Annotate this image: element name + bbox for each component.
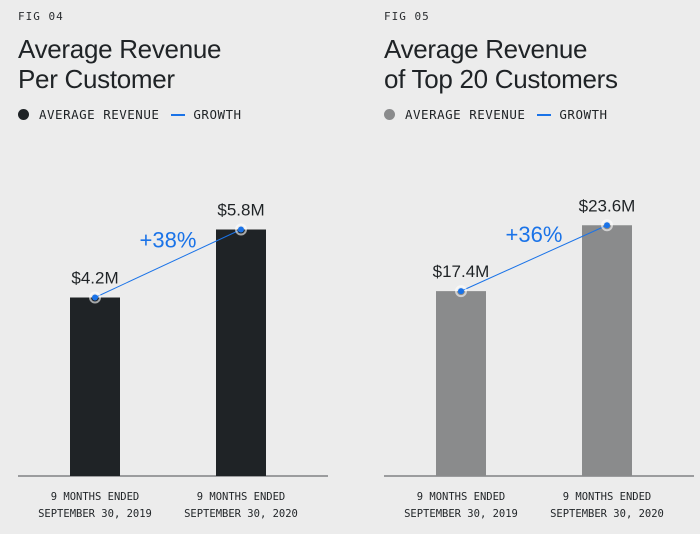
growth-line bbox=[460, 224, 608, 292]
chart-panel-fig-05: FIG 05 Average Revenue of Top 20 Custome… bbox=[366, 0, 700, 534]
legend-series-label: AVERAGE REVENUE bbox=[39, 107, 160, 122]
bar bbox=[582, 225, 632, 476]
chart-legend: AVERAGE REVENUE GROWTH bbox=[18, 107, 242, 122]
bar-value-label: $4.2M bbox=[71, 269, 118, 288]
bar-chart: $4.2M 9 MONTHS ENDED SEPTEMBER 30, 2019 $5.… bbox=[18, 201, 328, 520]
legend-growth-swatch bbox=[171, 113, 186, 116]
bar-value-label: $17.4M bbox=[433, 262, 490, 281]
legend-growth-swatch bbox=[537, 113, 552, 116]
chart-title-line-1: Average Revenue bbox=[18, 34, 222, 64]
growth-label: +38% bbox=[140, 228, 197, 253]
chart-title: Average Revenue of Top 20 Customers bbox=[384, 34, 618, 94]
chart-title-line-2: of Top 20 Customers bbox=[384, 64, 618, 94]
chart-legend: AVERAGE REVENUE GROWTH bbox=[384, 107, 608, 122]
growth-point bbox=[238, 226, 244, 233]
x-tick-label: 9 MONTHS ENDED bbox=[197, 491, 286, 503]
x-tick-label: SEPTEMBER 30, 2019 bbox=[404, 508, 518, 520]
legend-series-swatch bbox=[18, 109, 29, 120]
growth-point-halo bbox=[455, 285, 467, 298]
growth-point-halo bbox=[601, 219, 613, 232]
bar-value-label: $5.8M bbox=[217, 201, 264, 220]
chart-title-line-1: Average Revenue bbox=[384, 34, 588, 64]
bar-value-label: $23.6M bbox=[579, 196, 636, 215]
bar bbox=[216, 229, 266, 476]
growth-point bbox=[458, 288, 464, 295]
growth-point-halo bbox=[89, 291, 101, 304]
growth-point bbox=[604, 222, 610, 229]
figure-label: FIG 04 bbox=[18, 10, 64, 23]
x-tick-label: 9 MONTHS ENDED bbox=[51, 491, 140, 503]
growth-line bbox=[94, 229, 242, 298]
chart-title: Average Revenue Per Customer bbox=[18, 34, 221, 94]
figure-label: FIG 05 bbox=[384, 10, 430, 23]
legend-series-swatch bbox=[384, 109, 395, 120]
bar bbox=[436, 291, 486, 476]
legend-growth-label: GROWTH bbox=[559, 107, 608, 122]
bar-chart: $17.4M 9 MONTHS ENDED SEPTEMBER 30, 2019 $2… bbox=[384, 196, 694, 520]
growth-point bbox=[92, 294, 98, 301]
x-tick-label: SEPTEMBER 30, 2020 bbox=[184, 508, 298, 520]
legend-growth-label: GROWTH bbox=[193, 107, 242, 122]
legend-series-label: AVERAGE REVENUE bbox=[405, 107, 526, 122]
bar bbox=[70, 297, 120, 476]
x-tick-label: 9 MONTHS ENDED bbox=[417, 491, 506, 503]
x-tick-label: SEPTEMBER 30, 2020 bbox=[550, 508, 664, 520]
chart-panel-fig-04: FIG 04 Average Revenue Per Customer AVER… bbox=[18, 10, 328, 520]
growth-point-halo bbox=[235, 223, 247, 236]
x-tick-label: SEPTEMBER 30, 2019 bbox=[38, 508, 152, 520]
chart-title-line-2: Per Customer bbox=[18, 64, 175, 94]
growth-label: +36% bbox=[506, 222, 563, 247]
x-tick-label: 9 MONTHS ENDED bbox=[563, 491, 652, 503]
